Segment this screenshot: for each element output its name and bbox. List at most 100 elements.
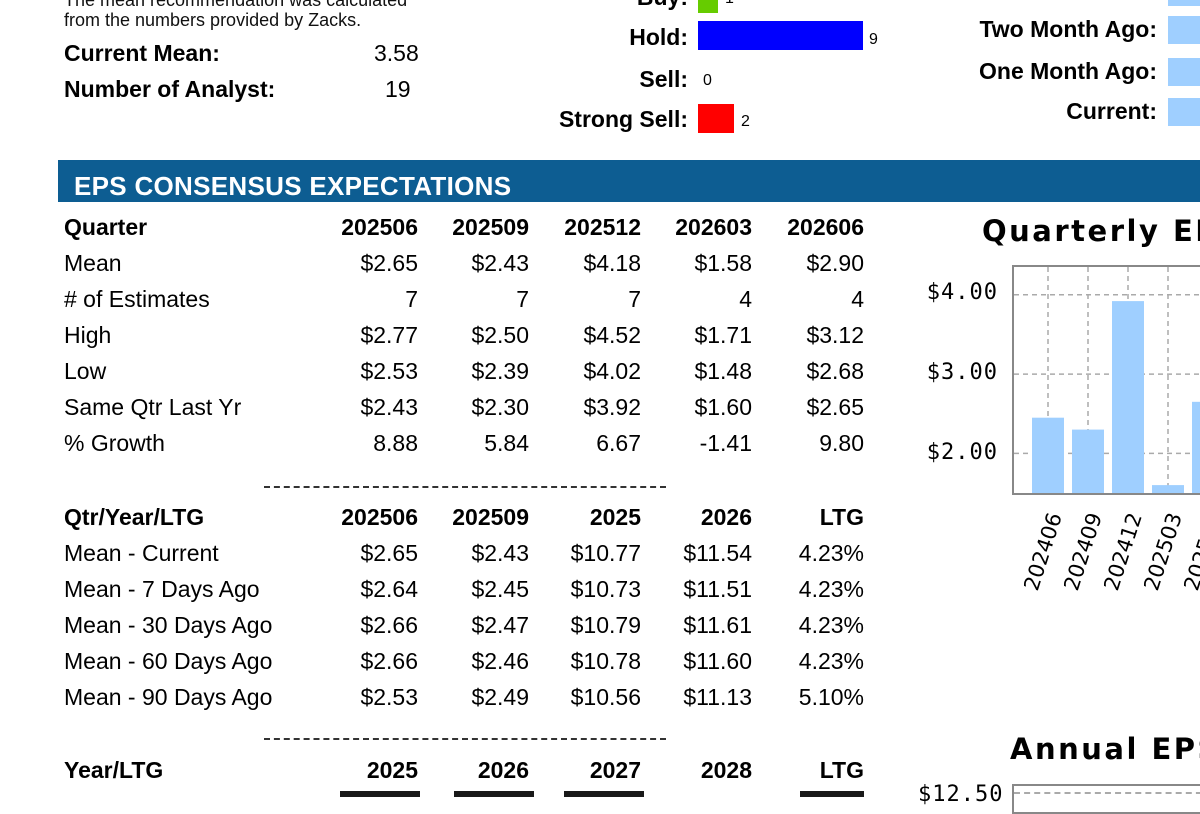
trend-label-current: Current: (1066, 98, 1157, 124)
rating-bar-strong-sell (698, 104, 734, 133)
table-cell: 5.84 (484, 430, 529, 456)
table-cell: $2.46 (471, 648, 529, 674)
table-header-row: Qtr/Year/LTG 202506 202509 2025 2026 LTG (64, 504, 874, 540)
header-cell: Qtr/Year/LTG (64, 504, 205, 530)
table-cell: $2.45 (471, 576, 529, 602)
table-cell: 7 (516, 286, 529, 312)
trend-label-two-month-ago: Two Month Ago: (979, 16, 1157, 42)
grid-line (1014, 792, 1200, 794)
bar-202506 (1192, 401, 1200, 493)
recommendation-note-line2: from the numbers provided by Zacks. (64, 10, 362, 30)
table-row: % Growth 8.88 5.84 6.67 -1.41 9.80 (64, 430, 874, 466)
header-cell: 2026 (477, 757, 529, 783)
number-of-analyst-label: Number of Analyst: (64, 76, 276, 102)
table-cell: 4.23% (798, 612, 864, 638)
table-cell: 4 (739, 286, 752, 312)
table-cell: $11.54 (683, 540, 752, 566)
table-divider (264, 738, 666, 740)
quarterly-eps-plot (1014, 267, 1200, 493)
table-cell: $1.60 (694, 394, 752, 420)
table-header-row: Year/LTG 2025 2026 2027 2028 LTG (64, 757, 874, 793)
trend-bar-prior (1168, 0, 1200, 6)
table-cell: $2.66 (360, 612, 418, 638)
table-cell: $1.58 (694, 250, 752, 276)
eps-consensus-banner: EPS CONSENSUS EXPECTATIONS (58, 160, 1200, 202)
row-label: Mean - 30 Days Ago (64, 612, 273, 638)
header-cell: 202603 (675, 214, 752, 240)
table-cell: $10.77 (570, 540, 641, 566)
trend-label-one-month-ago: One Month Ago: (979, 58, 1157, 84)
rating-label-hold: Hold: (629, 24, 688, 50)
header-cell: 202506 (341, 504, 418, 530)
table-cell: 4 (851, 286, 864, 312)
table-row: Mean - 90 Days Ago $2.53 $2.49 $10.56 $11.13… (64, 684, 874, 720)
table-cell: 9.80 (819, 430, 864, 456)
y-tick-label: $4.00 (926, 280, 998, 305)
y-tick-label: $12.50 (918, 782, 1004, 807)
header-cell: 202606 (787, 214, 864, 240)
table-cell: $2.53 (360, 358, 418, 384)
table-row: Mean - 60 Days Ago $2.66 $2.46 $10.78 $11.60… (64, 648, 874, 684)
table-cell: $11.51 (683, 576, 752, 602)
table-cell: $2.39 (471, 358, 529, 384)
row-label: % Growth (64, 430, 165, 456)
partial-row-fragment (454, 791, 534, 797)
annual-eps-chart (1012, 784, 1200, 814)
header-cell: LTG (819, 504, 864, 530)
partial-row-fragment (800, 791, 864, 797)
recommendation-note-line1: The mean recommendation was calculated (64, 0, 408, 10)
table-cell: 6.67 (596, 430, 641, 456)
row-label: Mean - 60 Days Ago (64, 648, 273, 674)
table-cell: $2.49 (471, 684, 529, 710)
current-mean-label: Current Mean: (64, 40, 220, 66)
table-cell: 4.23% (798, 540, 864, 566)
table-cell: $2.43 (471, 540, 529, 566)
trend-bar-two-month-ago (1168, 16, 1200, 44)
table-cell: $2.30 (471, 394, 529, 420)
bar-202503 (1152, 485, 1184, 493)
row-label: Mean - 7 Days Ago (64, 576, 260, 602)
header-cell: Quarter (64, 214, 148, 240)
y-tick-label: $2.00 (926, 440, 998, 465)
table-row: High $2.77 $2.50 $4.52 $1.71 $3.12 (64, 322, 874, 358)
row-label: Same Qtr Last Yr (64, 394, 242, 420)
table-row: Mean $2.65 $2.43 $4.18 $1.58 $2.90 (64, 250, 874, 286)
table-cell: $10.73 (570, 576, 641, 602)
table-cell: $2.90 (806, 250, 864, 276)
table-cell: -1.41 (699, 430, 752, 456)
table-cell: $2.50 (471, 322, 529, 348)
table-cell: $2.53 (360, 684, 418, 710)
partial-row-fragment (340, 791, 420, 797)
rating-label-strong-sell: Strong Sell: (558, 106, 688, 132)
table-cell: 7 (628, 286, 641, 312)
table-cell: $2.43 (360, 394, 418, 420)
table-cell: $3.12 (806, 322, 864, 348)
row-label: High (64, 322, 112, 348)
number-of-analyst-value: 19 (385, 76, 411, 102)
rating-count-hold: 9 (869, 31, 878, 48)
table-row: Same Qtr Last Yr $2.43 $2.30 $3.92 $1.60 $2.6… (64, 394, 874, 430)
rating-count-sell: 0 (703, 72, 712, 89)
y-tick-label: $3.00 (926, 360, 998, 385)
table-cell: $2.77 (360, 322, 418, 348)
table-header-row: Quarter 202506 202509 202512 202603 2026… (64, 214, 874, 250)
bar-202406 (1032, 417, 1064, 493)
rating-label-buy: Buy: (448, 0, 688, 11)
table-cell: $2.47 (471, 612, 529, 638)
table-cell: 7 (405, 286, 418, 312)
rating-label-sell: Sell: (639, 66, 688, 92)
header-cell: 2025 (589, 504, 641, 530)
table-row: Mean - 30 Days Ago $2.66 $2.47 $10.79 $11.61… (64, 612, 874, 648)
header-cell: 202512 (564, 214, 641, 240)
header-cell: LTG (819, 757, 864, 783)
rating-bar-hold (698, 21, 863, 50)
quarterly-eps-chart-title: Quarterly EP (982, 214, 1200, 248)
row-label: Low (64, 358, 107, 384)
partial-row-fragment (564, 791, 644, 797)
table-cell: $4.02 (583, 358, 641, 384)
table-cell: $2.64 (360, 576, 418, 602)
table-cell: $2.65 (360, 250, 418, 276)
table-cell: $4.52 (583, 322, 641, 348)
row-label: # of Estimates (64, 286, 210, 312)
quarterly-eps-chart (1012, 265, 1200, 495)
